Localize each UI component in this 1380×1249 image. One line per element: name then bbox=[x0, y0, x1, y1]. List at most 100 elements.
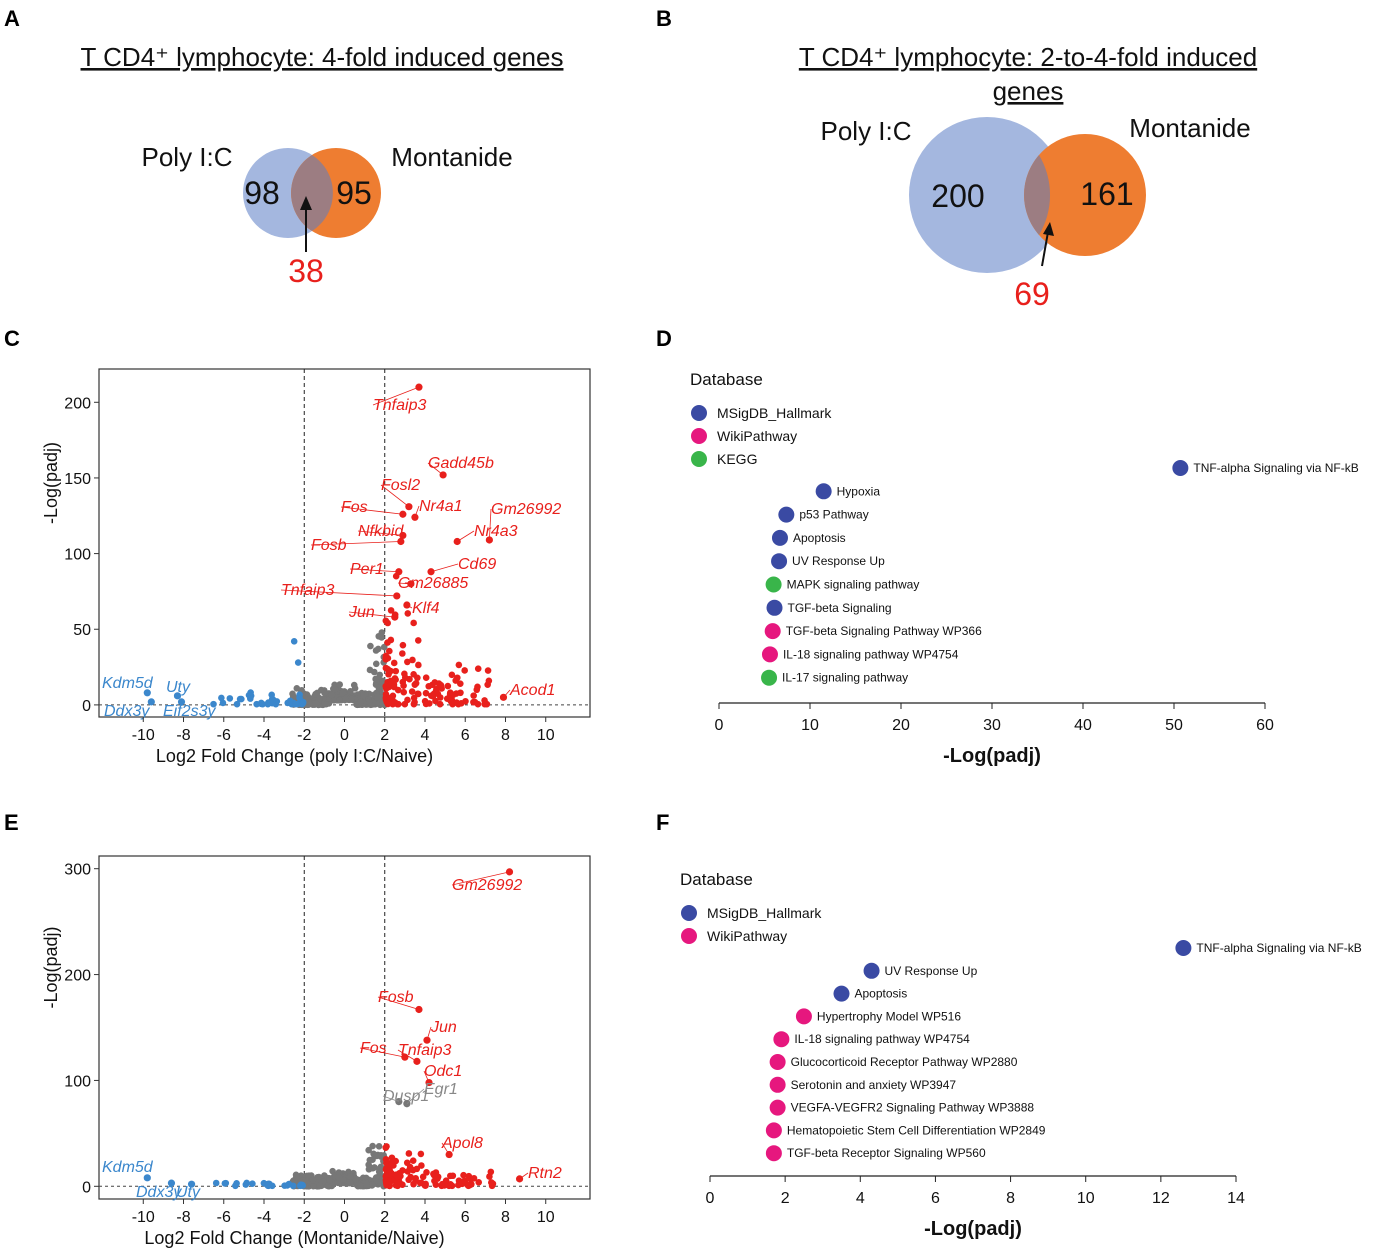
gene-label-kdm5d: Kdm5d bbox=[102, 675, 154, 692]
up-point bbox=[461, 667, 468, 674]
x-tick-label: 14 bbox=[1227, 1190, 1245, 1207]
gene-label-gm26992: Gm26992 bbox=[491, 501, 561, 518]
term-dot bbox=[863, 962, 880, 979]
ns-point bbox=[335, 1173, 343, 1181]
up-point bbox=[404, 610, 412, 617]
legend-swatch-hallmark bbox=[691, 405, 707, 421]
up-point bbox=[400, 688, 408, 696]
x-tick-label: -8 bbox=[176, 1209, 190, 1226]
y-tick-label: 100 bbox=[64, 547, 91, 564]
venn-b: T CD4⁺ lymphocyte: 2-to-4-fold induced g… bbox=[799, 42, 1257, 312]
ns-point bbox=[374, 693, 381, 701]
ns-point bbox=[322, 700, 330, 708]
ns-point bbox=[376, 671, 384, 679]
up-point bbox=[409, 656, 416, 664]
up-point bbox=[447, 1181, 454, 1188]
legend-swatch-hallmark bbox=[681, 905, 697, 921]
term-dot bbox=[795, 1008, 812, 1025]
gene-label-jun: Jun bbox=[430, 1019, 457, 1036]
up-point bbox=[448, 671, 456, 679]
venn-a-overlap bbox=[291, 155, 333, 231]
ns-point bbox=[371, 1164, 378, 1171]
up-point bbox=[382, 1155, 390, 1163]
ns-point bbox=[312, 700, 320, 707]
labeled-up-point bbox=[415, 1005, 423, 1014]
panel-label-f: F bbox=[656, 810, 669, 835]
term-label: TNF-alpha Signaling via NF-kB bbox=[1193, 461, 1358, 475]
panel-label-d: D bbox=[656, 326, 672, 351]
gene-leader bbox=[397, 1049, 418, 1062]
gene-leader bbox=[340, 506, 403, 515]
venn-b-title-line2: genes bbox=[993, 76, 1064, 106]
labeled-down-point bbox=[143, 689, 151, 697]
up-point bbox=[418, 1162, 425, 1169]
term-dot bbox=[765, 1145, 782, 1162]
enrichment-f: Database MSigDB_Hallmark WikiPathway TNF-al… bbox=[680, 870, 1362, 1240]
up-point bbox=[444, 682, 452, 690]
up-point bbox=[396, 1179, 403, 1187]
term-label: TGF-beta Receptor Signaling WP560 bbox=[787, 1146, 986, 1160]
gene-label-dusp1: Dusp1 bbox=[383, 1088, 429, 1105]
y-tick-label: 300 bbox=[64, 862, 91, 879]
gene-leader bbox=[456, 530, 475, 542]
ns-point bbox=[316, 1182, 324, 1189]
up-point bbox=[404, 1168, 412, 1175]
up-point bbox=[423, 1169, 430, 1176]
up-point bbox=[384, 619, 392, 627]
up-point bbox=[474, 683, 481, 691]
up-point bbox=[487, 1168, 495, 1176]
up-point bbox=[426, 700, 433, 707]
venn-a-title: T CD4⁺ lymphocyte: 4-fold induced genes bbox=[81, 42, 564, 72]
x-tick-label: 0 bbox=[715, 717, 724, 734]
up-point bbox=[485, 677, 493, 685]
term-label: VEGFA-VEGFR2 Signaling Pathway WP3888 bbox=[791, 1101, 1035, 1115]
up-point bbox=[409, 1157, 417, 1164]
up-point bbox=[471, 698, 479, 706]
down-point bbox=[267, 699, 274, 706]
up-point bbox=[422, 674, 430, 681]
x-tick-label: -8 bbox=[176, 727, 190, 744]
up-point bbox=[465, 1172, 473, 1180]
y-tick-label: 100 bbox=[64, 1073, 91, 1090]
up-point bbox=[394, 686, 402, 694]
panel-label-b: B bbox=[656, 6, 672, 31]
gene-label-uty: Uty bbox=[166, 679, 191, 696]
labeled-up-point bbox=[411, 513, 419, 521]
ns-point bbox=[309, 1176, 317, 1184]
up-point bbox=[439, 1180, 446, 1188]
up-point bbox=[410, 670, 417, 678]
term-label: IL-18 signaling pathway WP4754 bbox=[794, 1032, 970, 1046]
gene-label-gadd45b: Gadd45b bbox=[428, 455, 494, 472]
term-dot bbox=[765, 1122, 782, 1139]
up-point bbox=[432, 1181, 440, 1188]
y-axis-label: -Log(padj) bbox=[41, 926, 61, 1008]
up-point bbox=[404, 658, 411, 666]
up-point bbox=[385, 698, 393, 706]
x-tick-label: 4 bbox=[421, 727, 430, 744]
legend-label-wiki: WikiPathway bbox=[717, 428, 797, 444]
down-point bbox=[297, 1181, 305, 1188]
up-point bbox=[422, 1180, 429, 1188]
gene-label-gm26992: Gm26992 bbox=[452, 877, 522, 894]
up-point bbox=[414, 637, 422, 644]
x-tick-label: 0 bbox=[706, 1190, 715, 1207]
ns-point bbox=[348, 695, 356, 703]
term-label: Hypoxia bbox=[837, 484, 881, 498]
venn-b-poly-label: Poly I:C bbox=[820, 116, 911, 146]
gene-leader bbox=[430, 563, 459, 573]
gene-label-egr1: Egr1 bbox=[424, 1081, 458, 1098]
up-point bbox=[457, 680, 464, 687]
venn-a-poly-count: 98 bbox=[244, 175, 280, 211]
x-axis-label: Log2 Fold Change (Montanide/Naive) bbox=[144, 1228, 444, 1248]
x-tick-label: 40 bbox=[1074, 717, 1092, 734]
ns-point bbox=[366, 666, 374, 674]
term-label: TGF-beta Signaling Pathway WP366 bbox=[786, 624, 982, 638]
up-point bbox=[386, 667, 393, 675]
up-point bbox=[405, 1150, 413, 1157]
venn-b-overlap bbox=[1024, 155, 1051, 235]
x-tick-label: -10 bbox=[132, 1209, 155, 1226]
x-tick-label: 8 bbox=[501, 1209, 510, 1226]
ns-point bbox=[310, 1182, 317, 1190]
gene-leader bbox=[488, 508, 492, 540]
